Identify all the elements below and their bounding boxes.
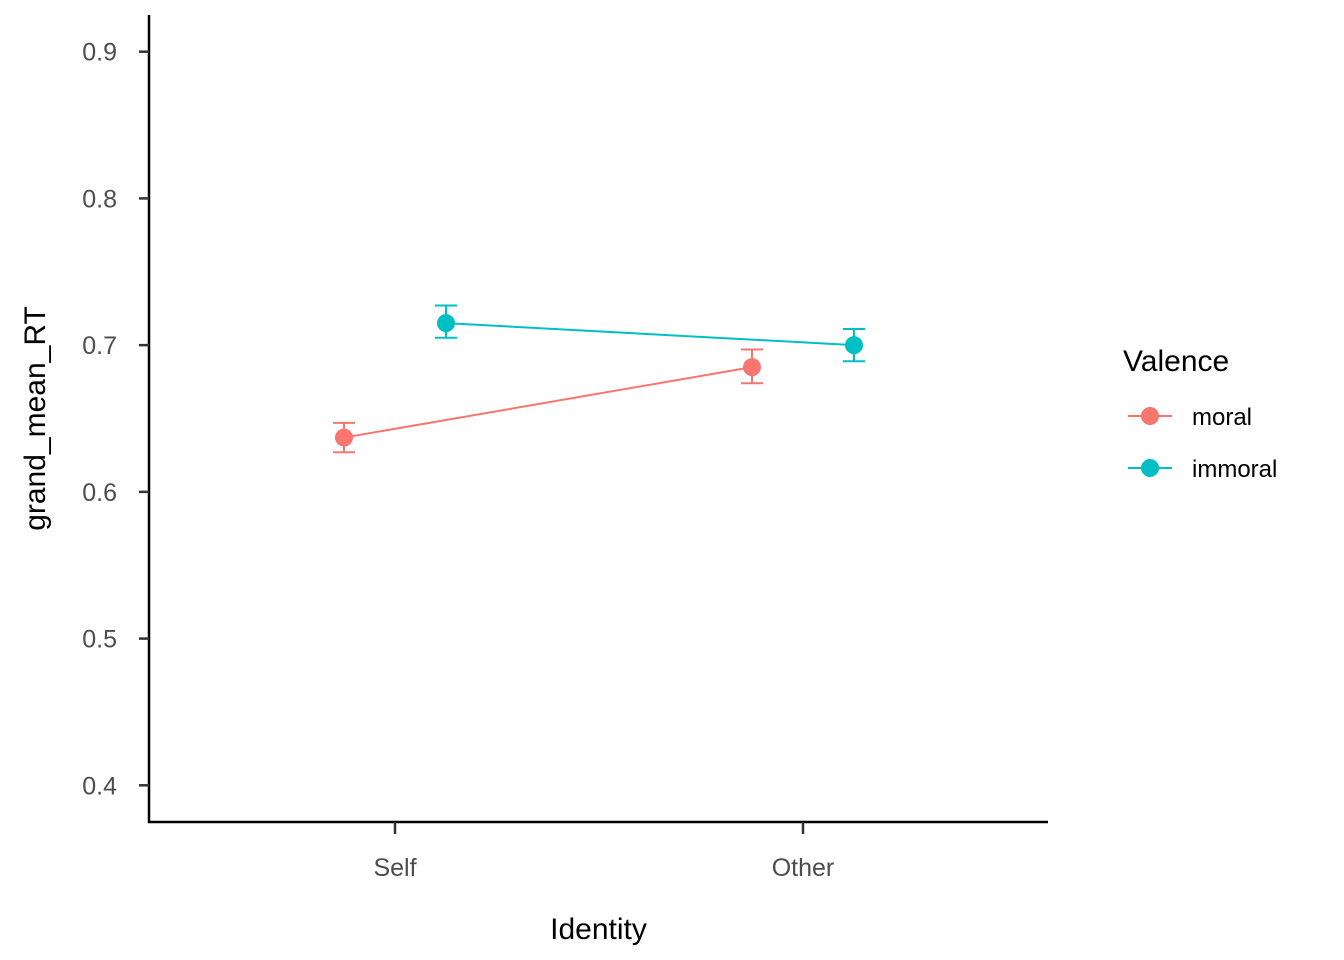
legend-item-moral: moral: [1128, 404, 1252, 431]
series-immoral: [435, 304, 865, 363]
legend: Valence moral immoral: [1123, 345, 1277, 483]
legend-item-immoral: immoral: [1128, 456, 1277, 483]
x-tick-label: Other: [772, 854, 835, 882]
y-tick-label: 0.8: [82, 185, 117, 213]
y-tick-label: 0.9: [82, 39, 117, 67]
y-tick-label: 0.4: [82, 772, 117, 800]
data-point: [437, 314, 455, 333]
legend-items: moral immoral: [1128, 404, 1277, 483]
data-point: [335, 428, 353, 447]
x-axis-title: Identity: [550, 913, 647, 946]
legend-title: Valence: [1123, 345, 1229, 378]
y-tick-label: 0.6: [82, 479, 117, 507]
data-point: [845, 336, 863, 355]
y-axis-ticks: 0.4 0.5 0.6 0.7 0.8 0.9: [82, 39, 149, 800]
legend-label: moral: [1192, 404, 1252, 431]
y-tick-label: 0.7: [82, 332, 117, 360]
legend-key-point: [1141, 459, 1159, 477]
legend-key-point: [1141, 407, 1159, 425]
legend-label: immoral: [1192, 456, 1277, 483]
series-layer: [333, 304, 865, 454]
axes-layer: [147, 15, 1048, 824]
x-axis-ticks: Self Other: [373, 822, 834, 882]
series-moral: [333, 348, 763, 454]
data-point: [743, 358, 761, 377]
series-line: [343, 366, 753, 439]
y-axis-title: grand_mean_RT: [19, 306, 52, 531]
x-tick-label: Self: [373, 854, 416, 882]
series-line: [445, 322, 855, 347]
y-tick-label: 0.5: [82, 626, 117, 654]
